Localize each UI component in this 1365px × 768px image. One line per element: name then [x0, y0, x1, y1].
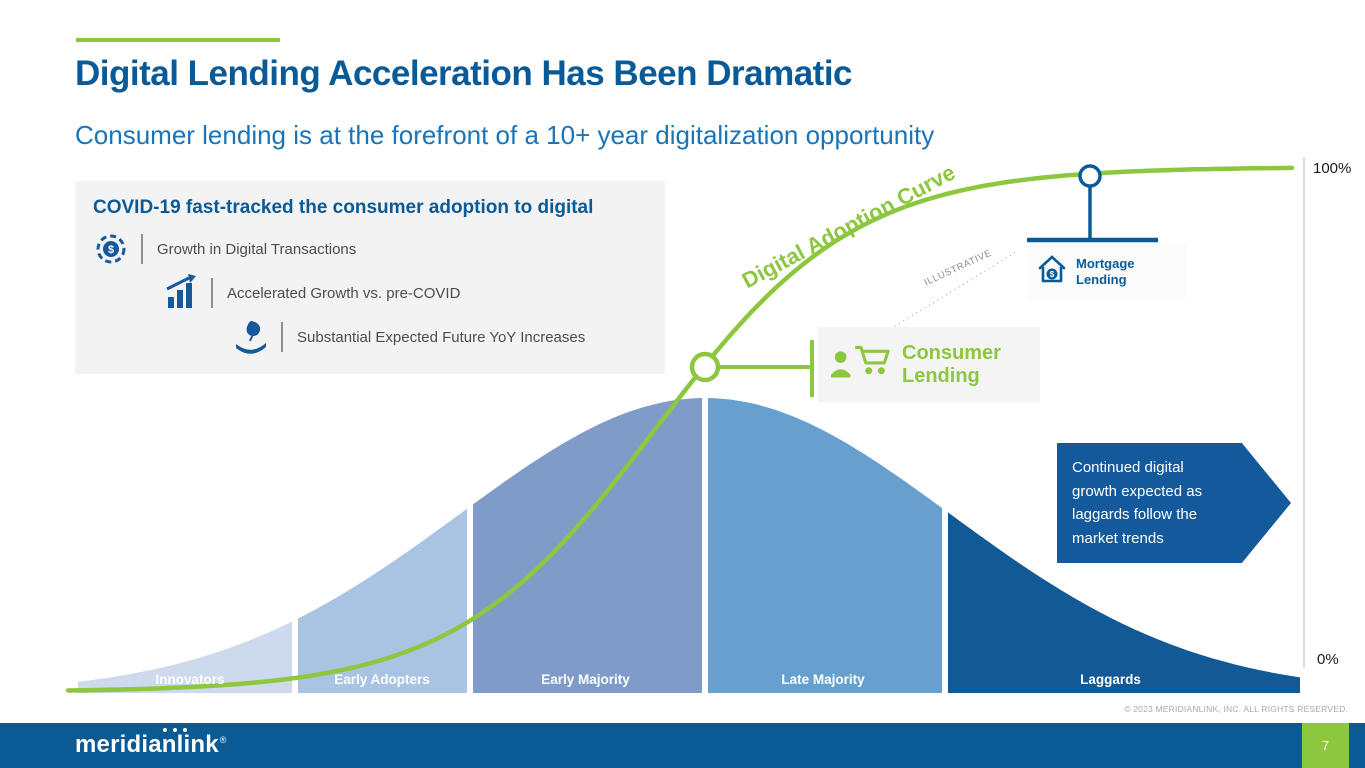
- axis-label-100: 100%: [1313, 160, 1352, 177]
- axis-label-0: 0%: [1317, 651, 1339, 668]
- registered-mark: ®: [219, 735, 227, 745]
- dollar-gear-icon: $: [91, 229, 131, 269]
- page-number-box: 7: [1302, 723, 1349, 768]
- mortgage-lending-label: Mortgage Lending: [1076, 255, 1135, 287]
- laggards-growth-text: Continued digital growth expected as lag…: [1072, 459, 1203, 548]
- hand-leaf-icon: [231, 317, 271, 357]
- bar-chart-growth-icon: [161, 273, 201, 313]
- info-item-accelerated-growth: Accelerated Growth vs. pre-COVID: [161, 271, 665, 315]
- covid-info-panel: COVID-19 fast-tracked the consumer adopt…: [75, 181, 665, 374]
- divider: [281, 322, 283, 352]
- svg-text:$: $: [1050, 270, 1055, 279]
- segment-label-early-adopters: Early Adopters: [334, 672, 430, 687]
- page-subtitle: Consumer lending is at the forefront of …: [75, 120, 935, 150]
- consumer-lending-label: Consumer Lending: [902, 341, 1001, 387]
- shopper-cart-icon: [830, 339, 892, 390]
- consumer-lending-callout: Consumer Lending: [818, 327, 1040, 402]
- page-number: 7: [1321, 738, 1330, 753]
- segment-label-late-majority: Late Majority: [781, 672, 865, 687]
- segment-label-innovators: Innovators: [155, 672, 225, 687]
- divider: [211, 278, 213, 308]
- info-panel-heading: COVID-19 fast-tracked the consumer adopt…: [93, 197, 594, 218]
- mortgage-lending-callout: $ Mortgage Lending: [1028, 243, 1186, 300]
- footer-bar: meridianlink® 7: [0, 723, 1365, 768]
- segment-label-laggards: Laggards: [1080, 672, 1141, 687]
- svg-text:$: $: [108, 244, 114, 256]
- info-item-label: Accelerated Growth vs. pre-COVID: [227, 284, 461, 302]
- house-dollar-icon: $: [1036, 253, 1068, 290]
- logo-text: meridianlink: [75, 731, 219, 758]
- segment-label-early-majority: Early Majority: [541, 672, 630, 687]
- info-item-future-increases: Substantial Expected Future YoY Increase…: [231, 315, 665, 359]
- title-accent-line: [76, 38, 280, 42]
- laggards-growth-callout: Continued digital growth expected as lag…: [1057, 443, 1291, 563]
- info-item-digital-transactions: $ Growth in Digital Transactions: [91, 227, 665, 271]
- copyright-text: © 2023 MERIDIANLINK, INC. ALL RIGHTS RES…: [1124, 704, 1348, 714]
- info-item-label: Substantial Expected Future YoY Increase…: [297, 328, 586, 346]
- page-title: Digital Lending Acceleration Has Been Dr…: [75, 54, 853, 93]
- logo-dots: [163, 728, 187, 732]
- meridianlink-logo: meridianlink®: [75, 728, 227, 759]
- info-item-label: Growth in Digital Transactions: [157, 240, 357, 258]
- divider: [141, 234, 143, 264]
